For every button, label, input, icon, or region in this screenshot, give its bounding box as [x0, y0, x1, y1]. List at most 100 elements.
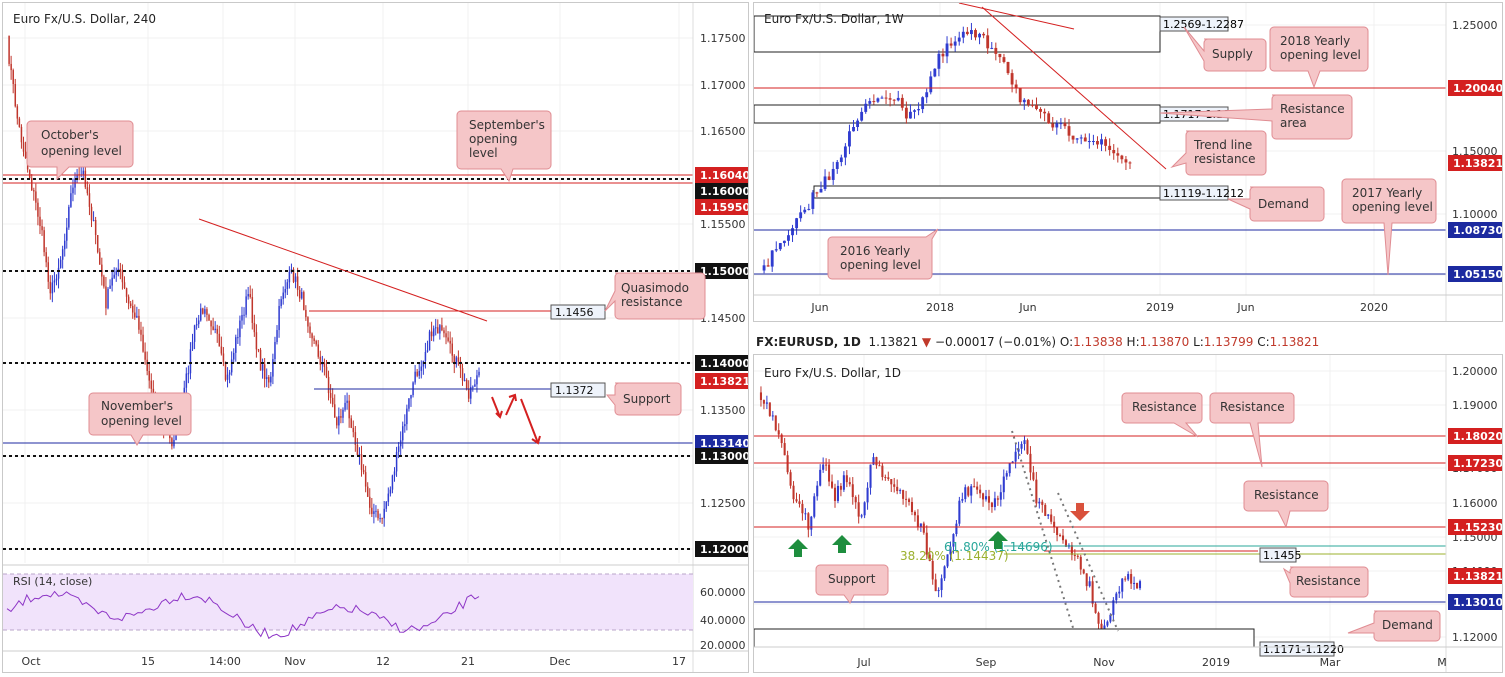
candle-body — [791, 228, 794, 236]
price-tag-label: 1.13821 — [1453, 157, 1502, 170]
candle-body — [1006, 61, 1010, 74]
candle-body — [55, 278, 58, 281]
candle-body — [123, 282, 126, 289]
candle-body — [84, 170, 87, 188]
candle-body — [272, 359, 274, 377]
candle-body — [799, 212, 803, 219]
candle-body — [937, 590, 940, 592]
candle-body — [404, 424, 406, 427]
supply-zone — [754, 15, 1161, 53]
price-axis-tick: 1.16000 — [1452, 497, 1498, 510]
candle-body — [872, 101, 876, 103]
candle-body — [241, 314, 243, 321]
candle-body — [1121, 578, 1124, 592]
date-axis-tick: 15 — [141, 655, 155, 668]
candle-body — [1112, 149, 1116, 154]
candle-body — [842, 475, 845, 490]
candle-body — [459, 361, 462, 369]
candle-body — [929, 76, 933, 93]
candle-body — [1067, 126, 1071, 136]
h4-chart-svg[interactable]: 1.17500 1.17000 1.16500 1.16000 1.15500 1.150… — [3, 3, 748, 672]
candle-body — [224, 361, 227, 380]
resistance-area-zone — [754, 104, 1161, 124]
daily-chart-svg[interactable]: 61.80% (1.14696) 38.20% (1.14437) 1.1455… — [754, 355, 1502, 672]
candle-body — [315, 341, 317, 345]
candle-body — [146, 359, 148, 371]
candle-body — [288, 271, 291, 283]
candle-body — [1043, 111, 1047, 114]
callout-resistance-area: Resistance area — [1159, 94, 1353, 140]
candle-body — [352, 427, 355, 433]
candle-body — [876, 98, 880, 102]
candle-body — [364, 472, 367, 487]
date-axis-tick: M — [1437, 656, 1447, 669]
low-value: 1.13799 — [1203, 335, 1254, 349]
candle-body — [860, 111, 864, 121]
candle-body — [931, 561, 934, 580]
candle-body — [336, 417, 338, 426]
candle-body — [899, 490, 902, 492]
candle-body — [904, 107, 908, 119]
candle-body — [191, 341, 194, 350]
date-axis-tick: Jun — [1018, 301, 1036, 314]
candle-body — [470, 386, 472, 399]
candle-body — [451, 343, 453, 356]
candle-body — [771, 415, 774, 417]
candle-body — [1075, 138, 1079, 140]
candle-body — [20, 126, 23, 143]
candle-body — [961, 31, 965, 38]
candle-body — [317, 344, 320, 357]
candle-body — [305, 309, 307, 318]
fib-dotted-2 — [1057, 492, 1119, 632]
price-tag-label: 1.15950 — [700, 201, 748, 214]
candle-body — [195, 324, 198, 326]
candle-body — [1127, 573, 1130, 580]
candle-body — [786, 455, 789, 473]
candle-body — [408, 398, 410, 409]
candle-body — [848, 131, 851, 147]
candle-body — [331, 397, 334, 405]
candle-body — [121, 271, 124, 283]
candle-body — [426, 350, 429, 352]
candle-body — [1023, 440, 1026, 444]
candle-body — [1079, 137, 1083, 139]
callout-daily-resistance-2: Resistance — [1209, 392, 1295, 468]
candle-body — [276, 330, 278, 342]
candle-body — [1014, 84, 1018, 89]
candle-body — [1130, 573, 1133, 584]
price-tag-label: 1.17230 — [1453, 457, 1502, 470]
candle-body — [150, 380, 153, 389]
last-price: 1.13821 — [868, 335, 919, 349]
candle-body — [37, 202, 39, 217]
candle-body — [247, 294, 249, 297]
candle-body — [1136, 582, 1139, 589]
candle-body — [869, 464, 872, 488]
candle-body — [1118, 591, 1121, 594]
candle-body — [778, 243, 782, 250]
price-tag-label: 1.05150 — [1453, 268, 1502, 281]
candle-body — [432, 328, 435, 337]
candle-body — [43, 230, 45, 253]
price-axis-tick: 1.20000 — [1452, 365, 1498, 378]
candle-body — [987, 496, 991, 503]
candle-body — [397, 446, 400, 452]
candle-body — [770, 250, 774, 267]
candle-body — [917, 109, 920, 111]
candle-body — [825, 464, 828, 466]
candle-body — [1088, 581, 1091, 587]
svg-text:1.1171-1.1220: 1.1171-1.1220 — [1263, 643, 1344, 656]
candle-body — [251, 297, 254, 323]
candle-body — [828, 464, 831, 482]
candle-body — [798, 501, 801, 504]
candle-body — [979, 489, 982, 494]
candle-body — [910, 501, 914, 512]
callout-daily-resistance-4: Resistance — [1282, 566, 1369, 598]
candle-body — [1076, 555, 1079, 557]
candle-body — [14, 84, 17, 107]
candle-body — [1094, 603, 1097, 613]
candle-body — [795, 218, 799, 229]
zone-label-demand: 1.1119-1.1212 — [1159, 185, 1244, 201]
candle-body — [72, 187, 74, 194]
